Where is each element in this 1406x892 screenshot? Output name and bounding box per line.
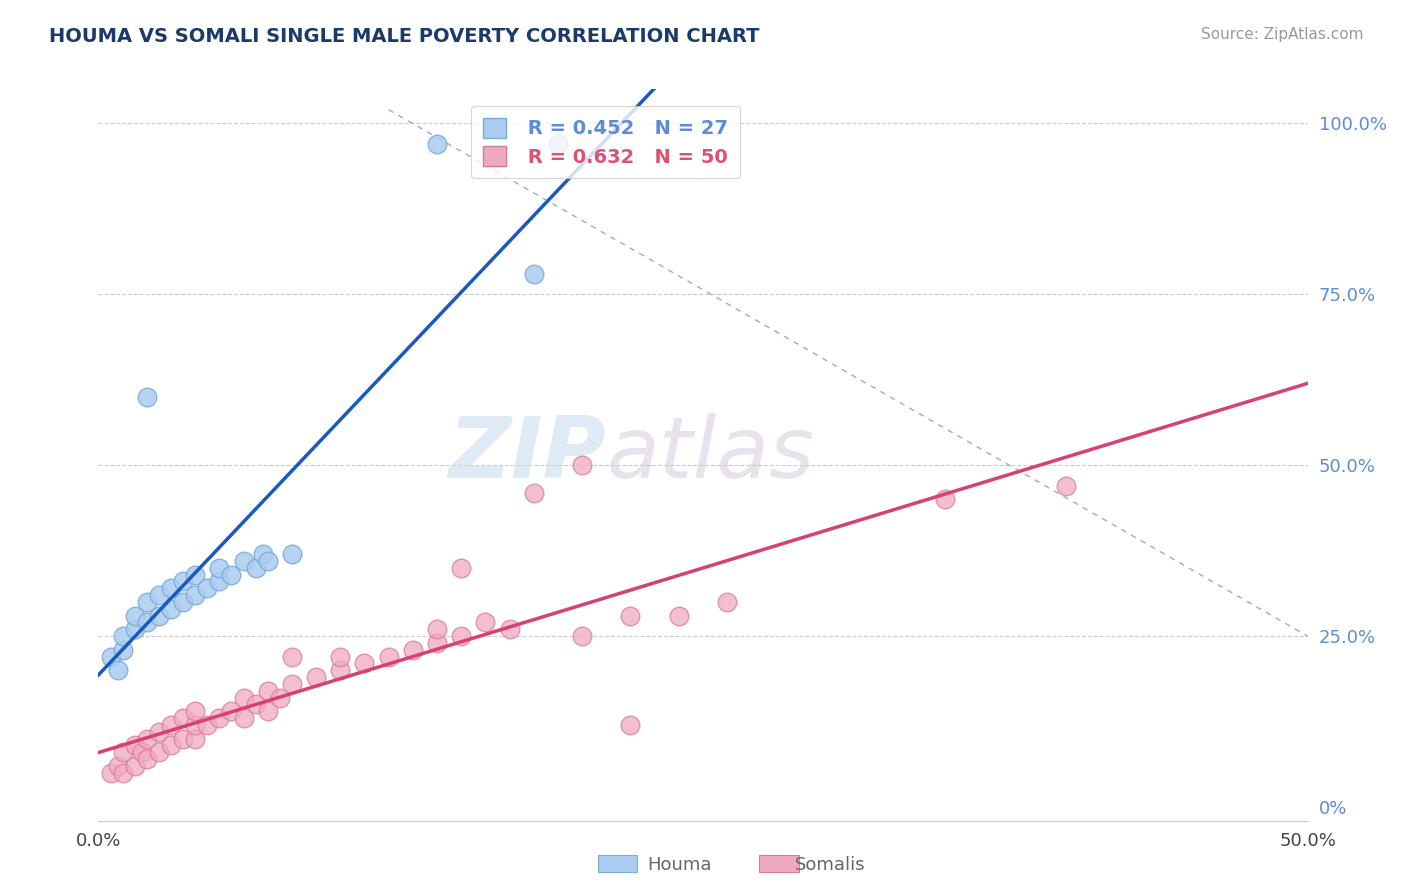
Point	[256, 683, 278, 698]
Point	[245, 698, 267, 712]
Point	[571, 629, 593, 643]
Point	[934, 492, 956, 507]
Point	[107, 759, 129, 773]
Point	[160, 739, 183, 753]
Point	[256, 554, 278, 568]
Point	[305, 670, 328, 684]
Point	[124, 622, 146, 636]
Text: Somalis: Somalis	[794, 855, 865, 873]
Point	[124, 759, 146, 773]
Point	[135, 390, 157, 404]
Point	[221, 567, 243, 582]
Point	[281, 547, 304, 561]
Point	[208, 574, 231, 589]
Point	[402, 642, 425, 657]
Point	[426, 136, 449, 151]
Point	[111, 745, 134, 759]
Point	[111, 765, 134, 780]
Point	[450, 560, 472, 574]
Point	[195, 581, 218, 595]
Point	[148, 588, 170, 602]
Point	[281, 677, 304, 691]
Point	[256, 704, 278, 718]
Point	[124, 739, 146, 753]
Point	[377, 649, 399, 664]
Point	[172, 574, 194, 589]
Point	[100, 765, 122, 780]
Point	[124, 608, 146, 623]
Point	[426, 622, 449, 636]
Point	[498, 622, 520, 636]
Point	[148, 745, 170, 759]
Point	[148, 608, 170, 623]
Bar	[759, 855, 799, 872]
Point	[195, 718, 218, 732]
Point	[619, 718, 641, 732]
Point	[160, 601, 183, 615]
Point	[160, 581, 183, 595]
Point	[474, 615, 496, 630]
Point	[232, 554, 254, 568]
Point	[148, 724, 170, 739]
Point	[111, 642, 134, 657]
Point	[252, 547, 274, 561]
Point	[329, 649, 352, 664]
Point	[269, 690, 291, 705]
Point	[107, 663, 129, 677]
Bar	[598, 855, 637, 872]
Text: atlas: atlas	[606, 413, 814, 497]
Point	[221, 704, 243, 718]
Point	[135, 752, 157, 766]
Point	[426, 636, 449, 650]
Point	[232, 690, 254, 705]
Point	[716, 595, 738, 609]
Point	[547, 136, 569, 151]
Text: HOUMA VS SOMALI SINGLE MALE POVERTY CORRELATION CHART: HOUMA VS SOMALI SINGLE MALE POVERTY CORR…	[49, 27, 759, 45]
Point	[131, 745, 153, 759]
Point	[523, 485, 546, 500]
Point	[135, 731, 157, 746]
Point	[184, 567, 207, 582]
Point	[135, 595, 157, 609]
Point	[571, 458, 593, 472]
Point	[172, 731, 194, 746]
Point	[668, 608, 690, 623]
Legend:  R = 0.452   N = 27,  R = 0.632   N = 50: R = 0.452 N = 27, R = 0.632 N = 50	[471, 106, 740, 178]
Point	[232, 711, 254, 725]
Point	[100, 649, 122, 664]
Point	[184, 731, 207, 746]
Text: Houma: Houma	[647, 855, 711, 873]
Point	[619, 608, 641, 623]
Point	[208, 560, 231, 574]
Point	[208, 711, 231, 725]
Point	[1054, 478, 1077, 492]
Point	[329, 663, 352, 677]
Point	[245, 560, 267, 574]
Text: ZIP: ZIP	[449, 413, 606, 497]
Point	[184, 718, 207, 732]
Point	[111, 629, 134, 643]
Point	[523, 267, 546, 281]
Point	[172, 595, 194, 609]
Point	[281, 649, 304, 664]
Point	[353, 657, 375, 671]
Point	[450, 629, 472, 643]
Point	[172, 711, 194, 725]
Point	[160, 718, 183, 732]
Text: Source: ZipAtlas.com: Source: ZipAtlas.com	[1201, 27, 1364, 42]
Point	[184, 704, 207, 718]
Point	[184, 588, 207, 602]
Point	[135, 615, 157, 630]
